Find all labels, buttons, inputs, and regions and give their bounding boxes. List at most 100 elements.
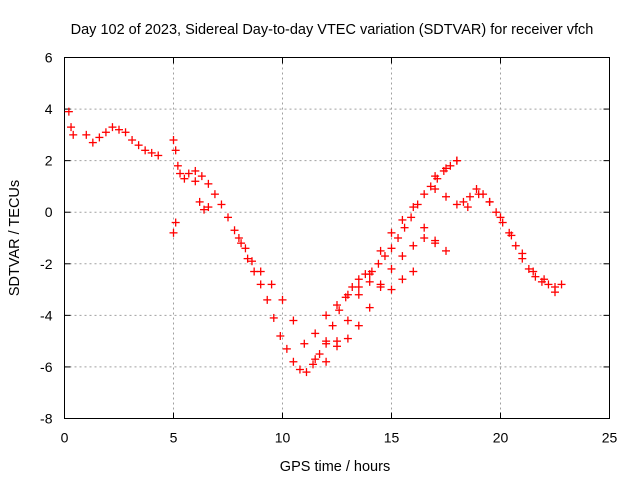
data-point bbox=[544, 280, 553, 289]
data-point bbox=[247, 257, 256, 266]
data-point bbox=[335, 306, 344, 315]
data-point bbox=[173, 161, 182, 170]
data-point bbox=[121, 128, 130, 137]
data-point bbox=[176, 169, 185, 178]
data-point bbox=[511, 241, 520, 250]
data-point bbox=[518, 249, 527, 258]
data-point bbox=[409, 241, 418, 250]
data-point bbox=[398, 215, 407, 224]
y-tick-label: -2 bbox=[40, 256, 53, 272]
data-point bbox=[147, 148, 156, 157]
data-point bbox=[387, 285, 396, 294]
data-point bbox=[88, 138, 97, 147]
data-point bbox=[485, 197, 494, 206]
plot-frame bbox=[64, 57, 610, 419]
data-point bbox=[507, 231, 516, 240]
data-point bbox=[398, 275, 407, 284]
data-point bbox=[328, 321, 337, 330]
data-point bbox=[241, 244, 250, 253]
data-point bbox=[210, 190, 219, 199]
data-point bbox=[269, 313, 278, 322]
data-point bbox=[95, 133, 104, 142]
data-point bbox=[217, 200, 226, 209]
data-point bbox=[387, 264, 396, 273]
data-point bbox=[376, 280, 385, 289]
data-point bbox=[200, 205, 209, 214]
data-point bbox=[108, 123, 117, 132]
data-series bbox=[64, 107, 566, 377]
data-point bbox=[289, 316, 298, 325]
data-point bbox=[180, 174, 189, 183]
y-axis-label: SDTVAR / TECUs bbox=[7, 180, 23, 296]
data-point bbox=[171, 218, 180, 227]
data-point bbox=[413, 200, 422, 209]
data-point bbox=[322, 357, 331, 366]
data-point bbox=[365, 303, 374, 312]
data-point bbox=[315, 350, 324, 359]
data-point bbox=[409, 267, 418, 276]
data-point bbox=[524, 264, 533, 273]
data-point bbox=[446, 161, 455, 170]
y-tick-labels: -8 -6 -4 -2 0 2 4 6 bbox=[40, 50, 53, 427]
data-point bbox=[551, 288, 559, 297]
data-point bbox=[431, 239, 440, 248]
y-tick-label: -8 bbox=[40, 411, 53, 427]
data-point bbox=[398, 252, 407, 261]
data-point bbox=[237, 239, 246, 248]
data-point bbox=[531, 272, 540, 281]
y-tick-label: -6 bbox=[40, 359, 53, 375]
data-point bbox=[472, 185, 481, 194]
data-point bbox=[322, 339, 331, 348]
data-point bbox=[354, 275, 363, 284]
data-point bbox=[498, 218, 507, 227]
chart-title: Day 102 of 2023, Sidereal Day-to-day VTE… bbox=[71, 22, 594, 38]
data-point bbox=[256, 280, 265, 289]
x-tick-label: 10 bbox=[275, 430, 291, 446]
data-point bbox=[204, 179, 213, 188]
data-point bbox=[400, 223, 409, 232]
x-axis-label: GPS time / hours bbox=[280, 459, 390, 475]
data-point bbox=[492, 208, 501, 217]
data-point bbox=[276, 331, 285, 340]
data-point bbox=[302, 368, 311, 377]
data-point bbox=[64, 107, 73, 116]
axis-ticks bbox=[64, 57, 610, 419]
data-point bbox=[197, 172, 206, 181]
data-point bbox=[101, 128, 110, 137]
data-point bbox=[420, 223, 429, 232]
data-point bbox=[365, 277, 374, 286]
data-point bbox=[407, 213, 416, 222]
data-point bbox=[311, 355, 320, 364]
data-point bbox=[282, 344, 291, 353]
data-point bbox=[529, 267, 538, 276]
data-point bbox=[374, 259, 383, 268]
data-point bbox=[420, 190, 429, 199]
data-point bbox=[115, 125, 123, 134]
data-point bbox=[333, 342, 341, 351]
data-point bbox=[134, 141, 143, 150]
y-tick-label: 0 bbox=[45, 204, 53, 220]
data-point bbox=[452, 156, 461, 165]
grid bbox=[64, 57, 610, 419]
x-tick-label: 15 bbox=[384, 430, 400, 446]
data-point bbox=[380, 252, 389, 261]
data-point bbox=[169, 136, 178, 145]
data-point bbox=[295, 365, 304, 374]
data-point bbox=[442, 164, 450, 173]
y-tick-label: 6 bbox=[45, 50, 53, 66]
data-point bbox=[420, 234, 429, 242]
data-point bbox=[354, 290, 363, 299]
x-tick-label: 25 bbox=[602, 430, 618, 446]
data-point bbox=[309, 360, 318, 369]
data-point bbox=[191, 177, 200, 186]
x-tick-label: 20 bbox=[493, 430, 509, 446]
data-point bbox=[343, 290, 352, 299]
data-point bbox=[234, 234, 243, 242]
data-point bbox=[333, 301, 341, 310]
data-point bbox=[204, 203, 213, 212]
data-point bbox=[426, 182, 435, 191]
data-point bbox=[474, 190, 483, 199]
data-point bbox=[82, 130, 91, 139]
data-point bbox=[354, 282, 363, 291]
y-tick-label: 4 bbox=[45, 101, 53, 117]
